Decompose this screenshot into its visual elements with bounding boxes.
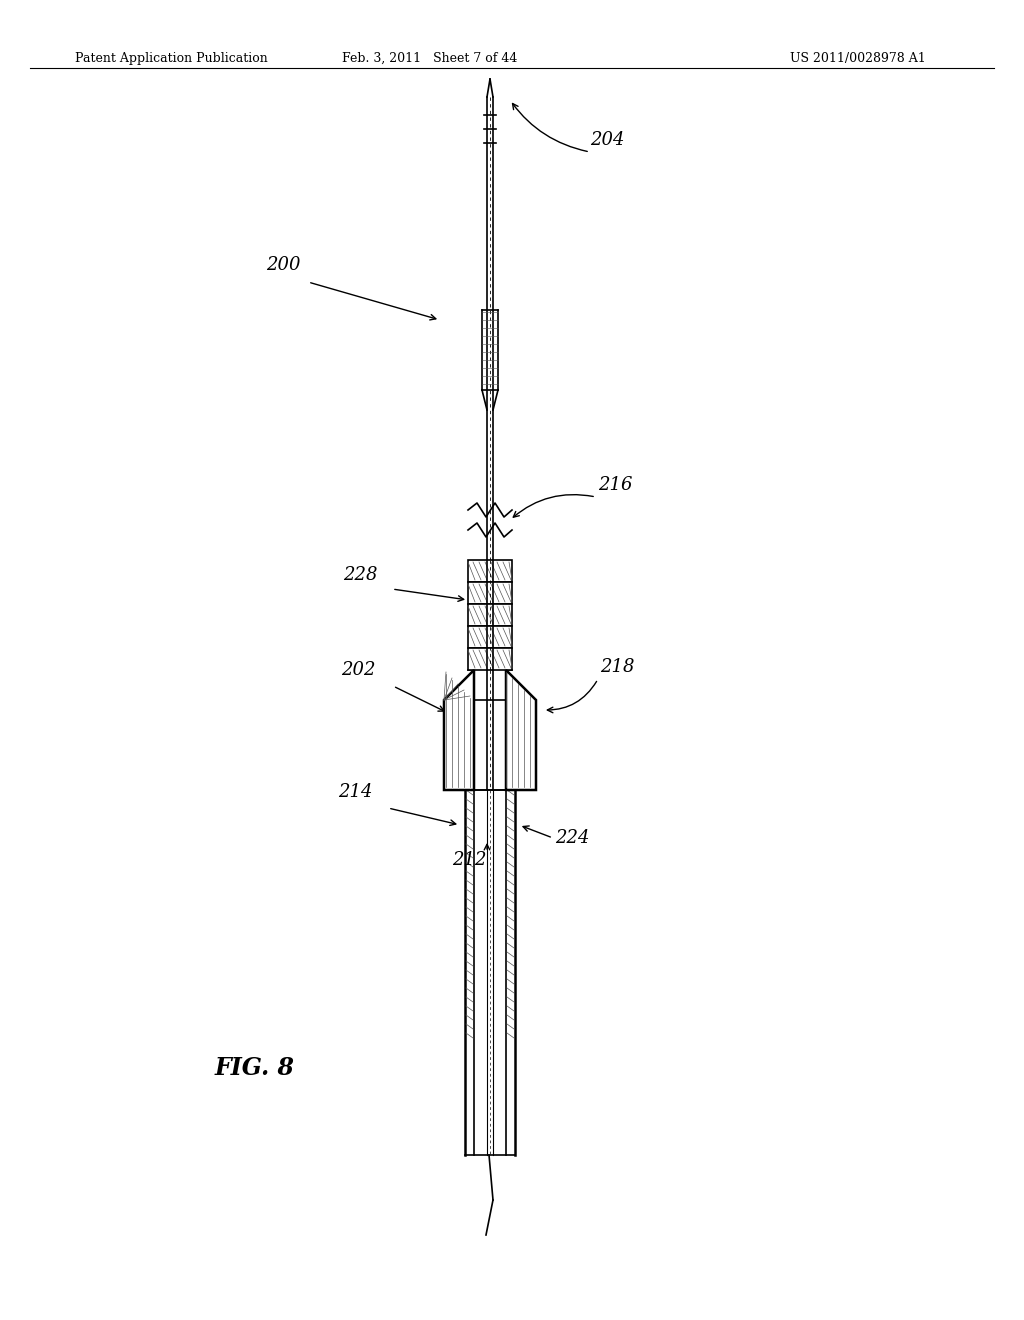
Text: US 2011/0028978 A1: US 2011/0028978 A1 [790,51,926,65]
Polygon shape [468,582,512,605]
Text: 216: 216 [598,477,633,494]
Polygon shape [468,626,512,648]
Text: 212: 212 [453,851,487,869]
Polygon shape [506,671,536,789]
Text: Feb. 3, 2011   Sheet 7 of 44: Feb. 3, 2011 Sheet 7 of 44 [342,51,518,65]
Text: 228: 228 [343,566,378,583]
Text: FIG. 8: FIG. 8 [215,1056,295,1080]
FancyArrowPatch shape [513,495,593,517]
Text: 214: 214 [339,783,373,801]
Text: 202: 202 [341,661,376,678]
Polygon shape [468,605,512,626]
Polygon shape [468,648,512,671]
Text: 200: 200 [266,256,300,275]
FancyArrowPatch shape [548,681,597,713]
Polygon shape [444,671,474,789]
Text: 218: 218 [600,657,635,676]
FancyArrowPatch shape [513,103,588,152]
Text: 204: 204 [590,131,625,149]
Text: Patent Application Publication: Patent Application Publication [75,51,267,65]
Polygon shape [468,560,512,582]
Text: 224: 224 [555,829,590,847]
